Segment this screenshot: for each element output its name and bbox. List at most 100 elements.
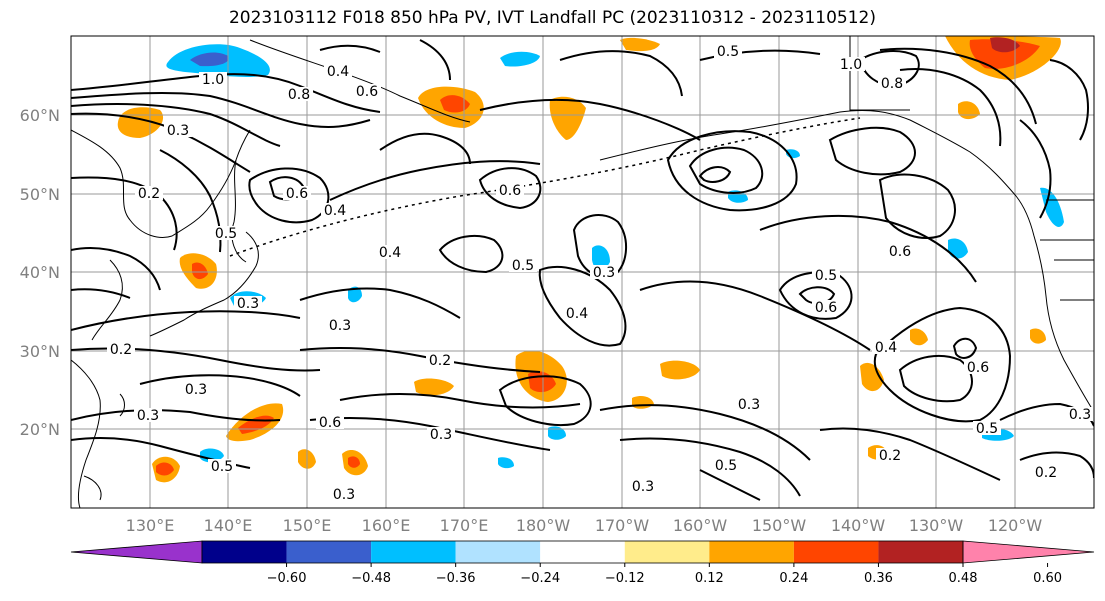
contour-label-bg (208, 459, 236, 473)
contour-line (339, 393, 581, 409)
contour-label-bg (590, 265, 618, 279)
contour-label: 0.8 (881, 76, 903, 92)
contour-label-bg (886, 244, 914, 258)
contour-label: 0.5 (976, 421, 998, 437)
contour-line (329, 160, 541, 201)
korea-coast (91, 259, 123, 341)
longitude-label: 160°W (673, 516, 728, 535)
contour-label: 0.6 (319, 415, 341, 431)
latitude-label: 50°N (20, 185, 60, 204)
contour-label-bg (321, 203, 349, 217)
contour-label-bg (376, 245, 404, 259)
map-title: 2023103112 F018 850 hPa PV, IVT Landfall… (228, 8, 876, 28)
pv-positive-area (414, 378, 454, 396)
contour-label-bg (426, 353, 454, 367)
contour-label-bg (878, 76, 906, 90)
contour-label: 0.5 (815, 268, 837, 284)
pv-positive-area (1030, 328, 1046, 344)
latitude-label: 40°N (20, 263, 60, 282)
contour-line (559, 50, 683, 97)
contour-label-bg (164, 123, 192, 137)
contour-label: 0.6 (286, 186, 308, 202)
contour-label: 0.5 (715, 458, 737, 474)
dateline-path (229, 117, 861, 257)
contour-label: 0.6 (815, 300, 837, 316)
pv-positive-area (860, 362, 884, 392)
contour-label-bg (199, 72, 227, 86)
contour-line (71, 91, 371, 128)
longitude-label: 150°W (752, 516, 807, 535)
contour-label-bg (107, 342, 135, 356)
contour-line (699, 49, 821, 61)
longitude-label: 140°E (204, 516, 253, 535)
contour-label: 0.3 (237, 296, 259, 312)
colorbar: −0.60 −0.48 −0.36 −0.24 −0.12 0.12 0.24 0.36 0.4… (70, 540, 1095, 586)
contour-line (538, 265, 627, 347)
contour-label-bg (496, 183, 524, 197)
pv-positive-core (348, 456, 360, 468)
colorbar-frame (201, 540, 964, 564)
pv-positive-area (620, 37, 660, 52)
colorbar-segment (202, 541, 287, 563)
contour-line (639, 280, 871, 351)
contour-label-bg (427, 427, 455, 441)
colorbar-high-extend (962, 540, 1095, 564)
contour-label: 0.5 (211, 459, 233, 475)
contour-label-bg (324, 64, 352, 78)
latitude-label: 30°N (20, 342, 60, 361)
contour-label: 0.3 (167, 123, 189, 139)
colorbar-segment (793, 541, 879, 563)
contour-label-bg (837, 57, 865, 71)
contour-label-bg (629, 479, 657, 493)
pv-positive-peak (990, 37, 1020, 53)
contour-label-bg (285, 87, 313, 101)
contour-label: 0.6 (967, 360, 989, 376)
contour-label: 0.6 (889, 244, 911, 260)
contour-line (71, 409, 281, 422)
longitude-labels: 130°E 140°E 150°E 160°E 170°E 180°W 170°W 160°W… (126, 516, 1043, 535)
contour-label: 0.3 (1069, 407, 1091, 423)
colorbar-tick-label: 0.48 (949, 571, 978, 586)
contour-label-bg (330, 487, 358, 501)
contour-line (71, 103, 281, 147)
contour-label-bg (735, 397, 763, 411)
contour-label-bg (712, 458, 740, 472)
contour-labels: 0.5 1.0 0.4 0.8 0.6 0.3 0.2 0.5 0.4 0.6 0.3 0.4 0.3 0… (107, 44, 1094, 503)
contour-label: 0.3 (738, 397, 760, 413)
contour-line (419, 39, 451, 81)
longitude-label: 130°W (909, 516, 964, 535)
pv-negative-core (190, 52, 229, 67)
contour-line (898, 354, 973, 403)
sakhalin-coast (231, 159, 247, 263)
pv-negative-area (948, 238, 968, 259)
contour-label-bg (872, 340, 900, 354)
contour-label-bg (182, 382, 210, 396)
contour-label: 0.3 (430, 427, 452, 443)
colorbar-tick-label: 0.12 (695, 571, 724, 586)
japan-coast (149, 231, 259, 337)
colorbar-tick-label: 0.24 (779, 571, 808, 586)
contour-label-bg (1032, 465, 1060, 479)
latitude-label: 60°N (20, 106, 60, 125)
contour-label-bg (212, 226, 240, 240)
pv-positive-core (440, 95, 470, 113)
philippines-coast (83, 475, 102, 501)
contour-label: 0.4 (566, 306, 588, 322)
contour-label: 0.4 (875, 340, 897, 356)
contour-line (319, 44, 381, 53)
colorbar-segment (624, 541, 710, 563)
pv-negative-area (500, 51, 540, 67)
contour-line (873, 306, 1012, 423)
taiwan-coast (119, 393, 125, 417)
pv-positive-area (910, 328, 928, 346)
colorbar-tick-label: −0.60 (267, 571, 307, 586)
contour-line (759, 214, 977, 283)
contour-line (819, 427, 1001, 481)
colorbar-segment (286, 541, 372, 563)
colorbar-segment (371, 541, 456, 563)
contour-label-bg (316, 415, 344, 429)
contour-line (498, 375, 592, 426)
contour-label-bg (1066, 407, 1094, 421)
colorbar-tick-label: 0.60 (1033, 571, 1062, 586)
pv-negative-area (592, 245, 610, 271)
